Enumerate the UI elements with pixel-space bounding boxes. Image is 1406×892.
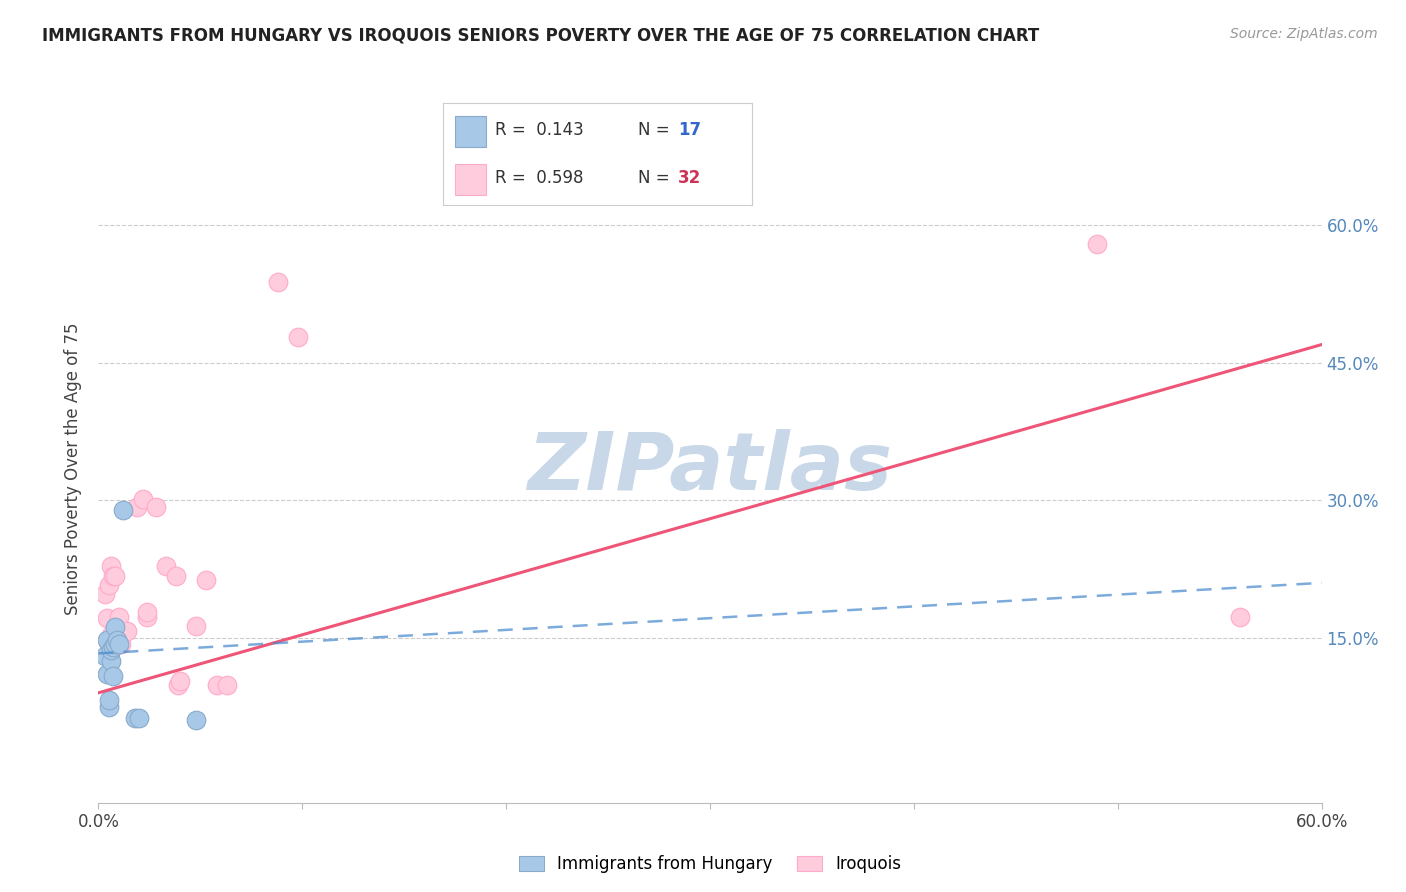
Text: R =  0.598: R = 0.598 xyxy=(495,169,583,187)
Point xyxy=(132,491,155,506)
Text: IMMIGRANTS FROM HUNGARY VS IROQUOIS SENIORS POVERTY OVER THE AGE OF 75 CORRELATI: IMMIGRANTS FROM HUNGARY VS IROQUOIS SENI… xyxy=(42,27,1039,45)
Point xyxy=(96,610,118,624)
Point xyxy=(105,637,128,651)
Point xyxy=(104,637,127,651)
Text: Source: ZipAtlas.com: Source: ZipAtlas.com xyxy=(1230,27,1378,41)
Text: ZIPatlas: ZIPatlas xyxy=(527,429,893,508)
Point xyxy=(108,637,131,651)
Point xyxy=(145,500,167,514)
Point xyxy=(97,699,120,714)
FancyBboxPatch shape xyxy=(456,116,486,146)
Text: N =: N = xyxy=(638,121,675,139)
Point xyxy=(128,710,150,724)
Point xyxy=(287,330,309,344)
Point xyxy=(104,637,127,651)
Point xyxy=(215,678,238,692)
FancyBboxPatch shape xyxy=(456,164,486,194)
Point xyxy=(136,609,159,624)
Point xyxy=(101,637,124,651)
Text: R =  0.143: R = 0.143 xyxy=(495,121,585,139)
Point xyxy=(100,628,122,642)
Point xyxy=(127,500,149,514)
Point xyxy=(100,559,122,574)
Text: 32: 32 xyxy=(678,169,702,187)
Point xyxy=(165,568,187,582)
Point xyxy=(111,502,134,516)
Point xyxy=(167,678,190,692)
Legend: Immigrants from Hungary, Iroquois: Immigrants from Hungary, Iroquois xyxy=(510,847,910,881)
Point xyxy=(93,587,115,601)
Text: 17: 17 xyxy=(678,121,702,139)
Point xyxy=(169,673,191,688)
Point xyxy=(96,632,118,647)
Point xyxy=(100,642,122,657)
Point xyxy=(100,654,122,668)
Point xyxy=(96,667,118,681)
Point xyxy=(124,710,146,724)
Point xyxy=(101,669,124,683)
Point xyxy=(186,714,208,728)
Point xyxy=(97,693,120,707)
Point xyxy=(267,275,290,289)
Point xyxy=(105,632,128,647)
Point xyxy=(93,649,115,664)
Point xyxy=(104,568,127,582)
Point xyxy=(97,637,120,651)
Point xyxy=(108,609,131,624)
Point xyxy=(108,624,131,638)
Point xyxy=(155,559,177,574)
Text: N =: N = xyxy=(638,169,675,187)
Point xyxy=(205,678,228,692)
Point xyxy=(97,577,120,591)
Point xyxy=(101,568,124,582)
Point xyxy=(1085,236,1108,251)
Point xyxy=(101,640,124,654)
Point xyxy=(104,620,127,634)
Point xyxy=(115,624,138,638)
Y-axis label: Seniors Poverty Over the Age of 75: Seniors Poverty Over the Age of 75 xyxy=(65,322,83,615)
Point xyxy=(1229,609,1251,624)
Point xyxy=(195,573,218,587)
Point xyxy=(186,619,208,633)
Point xyxy=(136,605,159,619)
Point xyxy=(110,637,132,651)
